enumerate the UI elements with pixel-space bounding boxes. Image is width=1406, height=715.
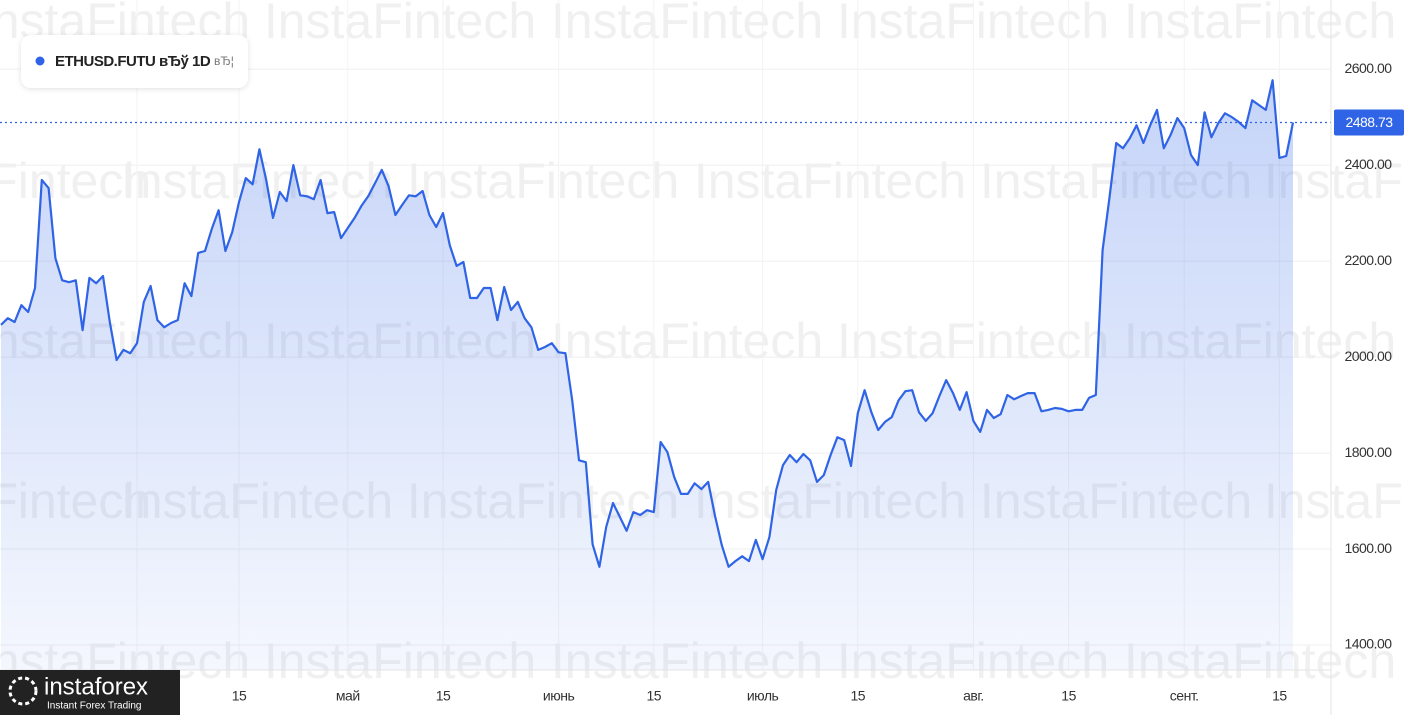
x-tick-label: май [336,688,360,704]
x-tick-label: июль [747,688,779,704]
logo: instaforex Instant Forex Trading [0,670,180,715]
x-tick-label: 15 [647,688,662,704]
axes: 1400.00 1600.00 1800.00 2000.00 2200.00 2400.… [124,60,1404,704]
x-tick-label: июнь [543,688,575,704]
x-tick-label: 15 [232,688,247,704]
watermark: InstaFintech [1124,0,1396,49]
logo-box [0,670,180,715]
y-tick-label: 1400.00 [1344,636,1392,652]
last-price-box [1334,109,1404,136]
x-tick-label: авг. [963,688,984,704]
watermark: InstaFintech [551,0,823,49]
y-tick-label: 2200.00 [1344,252,1392,268]
logo-tagline: Instant Forex Trading [47,701,142,712]
x-tick-label: 15 [436,688,451,704]
area [1,80,1293,670]
y-tick-label: 2600.00 [1344,60,1392,76]
y-tick-label: 2400.00 [1344,156,1392,172]
y-tick-label: 1600.00 [1344,540,1392,556]
last-price-label: 2488.73 [1345,114,1393,130]
plot [0,79,1331,670]
watermark: InstaFintech [694,153,966,209]
x-tick-label: 15 [1061,688,1076,704]
x-tick-label: 15 [1272,688,1287,704]
logo-icon [8,676,38,706]
legend-label: ETHUSD.FUTU вЂў 1D [55,53,211,70]
legend-note: вЂ¦ [214,54,234,68]
y-tick-label: 2000.00 [1344,348,1392,364]
watermark: InstaFintech [0,153,151,209]
x-tick-label: 15 [851,688,866,704]
watermark: InstaFintech [407,153,679,209]
logo-name: instaforex [44,673,148,700]
line [0,79,1295,568]
watermark: InstaFintech [551,313,823,369]
legend: ETHUSD.FUTU вЂў 1D вЂ¦ [21,35,248,88]
watermark: InstaFintech [264,0,536,49]
x-tick-label: сент. [1170,688,1199,704]
legend-box [21,35,248,88]
y-tick-label: 1800.00 [1344,444,1392,460]
legend-marker [35,56,45,66]
